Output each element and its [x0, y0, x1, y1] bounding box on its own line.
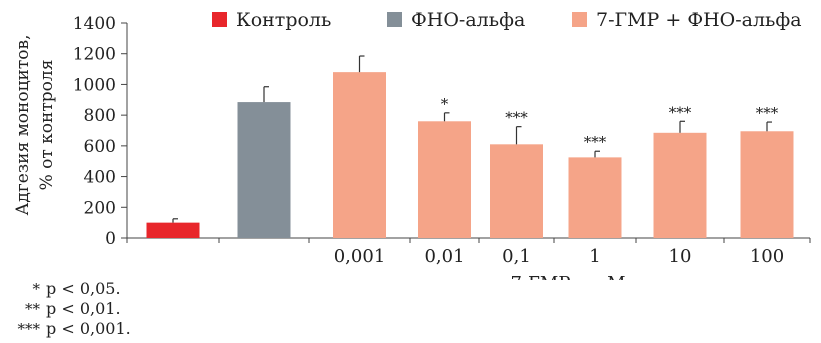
bar — [490, 144, 543, 238]
x-tick-label: 0,01 — [424, 246, 464, 267]
legend-swatch — [212, 12, 227, 27]
bar — [653, 132, 707, 238]
y-axis-label: % от контроля — [37, 60, 57, 191]
x-tick-label: 0,1 — [502, 246, 531, 267]
footnote-stars: *** — [17, 320, 41, 338]
bar — [740, 131, 794, 238]
y-axis-label: Адгезия моноцитов, — [13, 35, 33, 216]
legend-swatch — [387, 12, 402, 27]
x-tick-label: 0,001 — [334, 246, 386, 267]
significance-label: *** — [584, 133, 607, 151]
footnote-text: p < 0,001. — [46, 319, 131, 338]
legend-swatch — [572, 12, 587, 27]
y-tick-label: 800 — [84, 106, 116, 126]
bar-chart: 0 200 400 600 800 1000 1200 1400 Адгезия моноцит… — [13, 9, 811, 280]
footnote-stars: ** — [25, 300, 40, 318]
y-tick-label: 600 — [84, 137, 116, 157]
significance-label: * — [441, 95, 449, 113]
footnote-text: p < 0,01. — [46, 299, 121, 318]
y-tick-label: 1200 — [73, 45, 116, 65]
x-axis-label: 7-ГМР, мкМ — [510, 273, 625, 280]
bar — [333, 72, 386, 239]
significance-label: *** — [756, 104, 779, 122]
bar — [146, 222, 200, 238]
x-tick-label: 1 — [589, 246, 600, 267]
footnote-text: p < 0,05. — [46, 279, 121, 298]
footnote-3: *** p < 0,001. — [0, 319, 131, 339]
bar — [418, 121, 471, 238]
x-tick-label: 10 — [669, 246, 692, 267]
y-tick-label: 200 — [84, 198, 116, 218]
y-tick-label: 1400 — [73, 14, 116, 34]
x-tick-label: 100 — [750, 246, 784, 267]
footnote-2: ** p < 0,01. — [0, 299, 131, 319]
legend-label: 7-ГМР + ФНО-альфа — [596, 9, 802, 31]
legend-label: ФНО-альфа — [411, 9, 525, 31]
significance-footnotes: * p < 0,05. ** p < 0,01. *** p < 0,001. — [0, 279, 131, 339]
y-tick-label: 0 — [105, 229, 116, 249]
footnote-stars: * — [32, 280, 41, 298]
bar — [237, 102, 291, 238]
significance-label: *** — [669, 103, 692, 121]
y-tick-label: 400 — [84, 168, 116, 188]
y-tick-label: 1000 — [73, 75, 116, 95]
footnote-1: * p < 0,05. — [0, 279, 131, 299]
bar — [568, 157, 622, 238]
legend-label: Контроль — [236, 9, 331, 31]
significance-label: *** — [505, 109, 528, 127]
